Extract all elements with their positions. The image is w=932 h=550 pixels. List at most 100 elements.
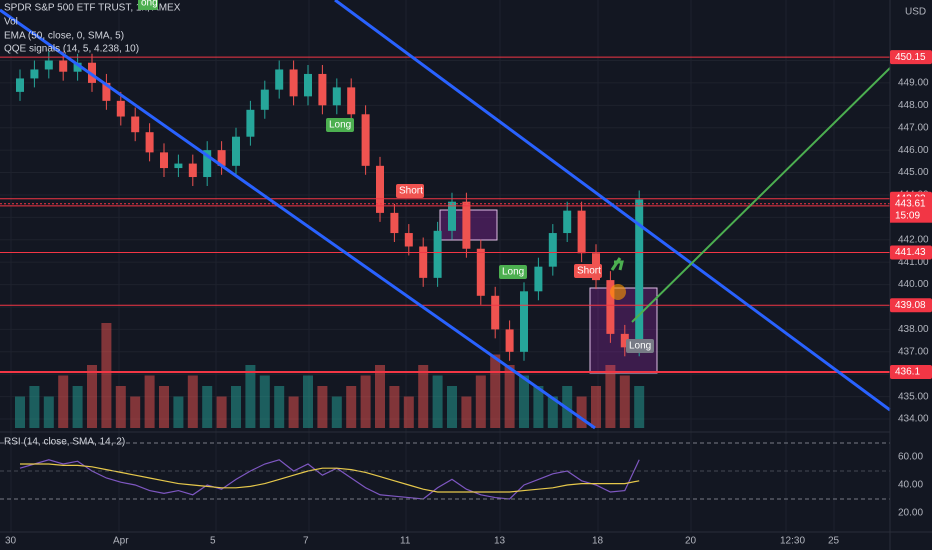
candle-body: [563, 210, 572, 234]
candle-body: [44, 60, 53, 70]
indicator: EMA (50, close, 0, SMA, 5): [4, 31, 124, 42]
y-tick-label: 438.00: [898, 324, 929, 335]
indicator: Vol: [4, 17, 18, 28]
volume-bar: [519, 375, 529, 428]
symbol-title: SPDR S&P 500 ETF TRUST, 1h, AMEX: [4, 3, 181, 14]
price-tag: [890, 245, 932, 260]
candle-body: [404, 233, 413, 247]
signal-badge: [626, 339, 654, 353]
volume-bar: [490, 354, 501, 428]
candle-body: [260, 89, 269, 110]
volume-bar: [634, 386, 645, 428]
candle-body: [505, 329, 514, 352]
price-tag: [890, 298, 932, 313]
candle-body: [59, 60, 68, 72]
volume-bar: [403, 396, 414, 428]
candle-body: [232, 136, 240, 166]
candle-body: [246, 109, 255, 137]
volume-bar: [216, 396, 227, 428]
candle-body: [188, 163, 197, 178]
volume-bar: [533, 386, 544, 428]
signal-label: Short: [577, 266, 601, 277]
countdown: 15:09: [895, 210, 920, 221]
candle-body: [332, 87, 341, 106]
candle-body: [534, 266, 543, 292]
y-tick-label: 442.00: [898, 234, 929, 245]
candle-body: [16, 78, 24, 92]
volume-bar: [115, 386, 126, 428]
y-tick-label: 446.00: [898, 145, 929, 156]
y-tick-label: 441.00: [898, 257, 929, 268]
volume-bar: [389, 386, 400, 428]
volume-bar: [274, 386, 285, 428]
currency[interactable]: USD: [905, 7, 926, 18]
candle-body: [102, 82, 111, 101]
candle-body: [361, 114, 370, 166]
price-tag-label: 450.15: [895, 52, 926, 63]
volume-bar: [288, 396, 299, 428]
candle-body: [462, 201, 471, 249]
x-tick-label: 20: [685, 536, 697, 547]
volume-bar: [317, 386, 328, 428]
volume-bar: [346, 386, 357, 428]
volume-bar: [591, 386, 601, 428]
y-tick-label: 440.00: [898, 279, 929, 290]
candle-body: [318, 73, 327, 106]
candle-body: [160, 152, 168, 169]
volume-bar: [547, 396, 558, 428]
volume-bar: [15, 396, 25, 428]
rsi-line: [20, 463, 640, 493]
price-tag: [890, 364, 932, 379]
volume-bar: [231, 386, 241, 428]
signal-badge: [574, 264, 602, 278]
x-tick-label: 11: [400, 536, 411, 547]
price-tag-label: 436.1: [895, 367, 920, 378]
volume-bar: [29, 386, 40, 428]
volume-bar: [375, 365, 385, 428]
volume-bar: [187, 375, 198, 428]
rsi-line: [19, 459, 640, 500]
candle-body: [620, 333, 629, 348]
candle-body: [476, 248, 485, 296]
volume-bar: [475, 375, 486, 428]
candle-body: [73, 62, 82, 72]
volume-bar: [159, 386, 169, 428]
candle-body: [520, 291, 528, 352]
y-tick-label: 435.00: [898, 391, 929, 402]
y-tick-label: 445.00: [898, 167, 929, 178]
indicator: QQE signals (14, 5, 4.238, 10): [4, 44, 139, 55]
candle-body: [30, 69, 39, 79]
candle-body: [433, 230, 442, 278]
volume-bar: [245, 365, 256, 428]
volume-bar: [259, 375, 270, 428]
signal-badge: [396, 184, 424, 198]
candle-body: [289, 69, 298, 97]
candle-body: [491, 295, 500, 330]
volume-bar: [130, 396, 141, 428]
candle-body: [606, 280, 615, 334]
candle-body: [448, 201, 456, 231]
volume-bar: [202, 386, 213, 428]
volume-bar: [87, 365, 97, 428]
volume-bar: [504, 365, 515, 428]
price-tag-label: 439.08: [895, 300, 926, 311]
volume-bar: [144, 375, 155, 428]
volume-bar: [418, 365, 429, 428]
candle-body: [577, 210, 586, 254]
volume-bar: [605, 365, 616, 428]
signal-label: Long: [329, 120, 351, 131]
volume-bar: [43, 396, 54, 428]
x-tick-label: 5: [210, 536, 216, 547]
candle-body: [548, 233, 557, 267]
candle-body: [131, 116, 140, 133]
y-tick-label: 448.00: [898, 100, 929, 111]
y-tick-label: 434.00: [898, 414, 929, 425]
y-tick-label: 20.00: [898, 508, 923, 519]
candle-body: [390, 212, 399, 234]
x-tick-label: 13: [494, 536, 506, 547]
candle-body: [376, 165, 384, 213]
volume-bar: [619, 375, 630, 428]
x-tick-label: 7: [303, 536, 309, 547]
